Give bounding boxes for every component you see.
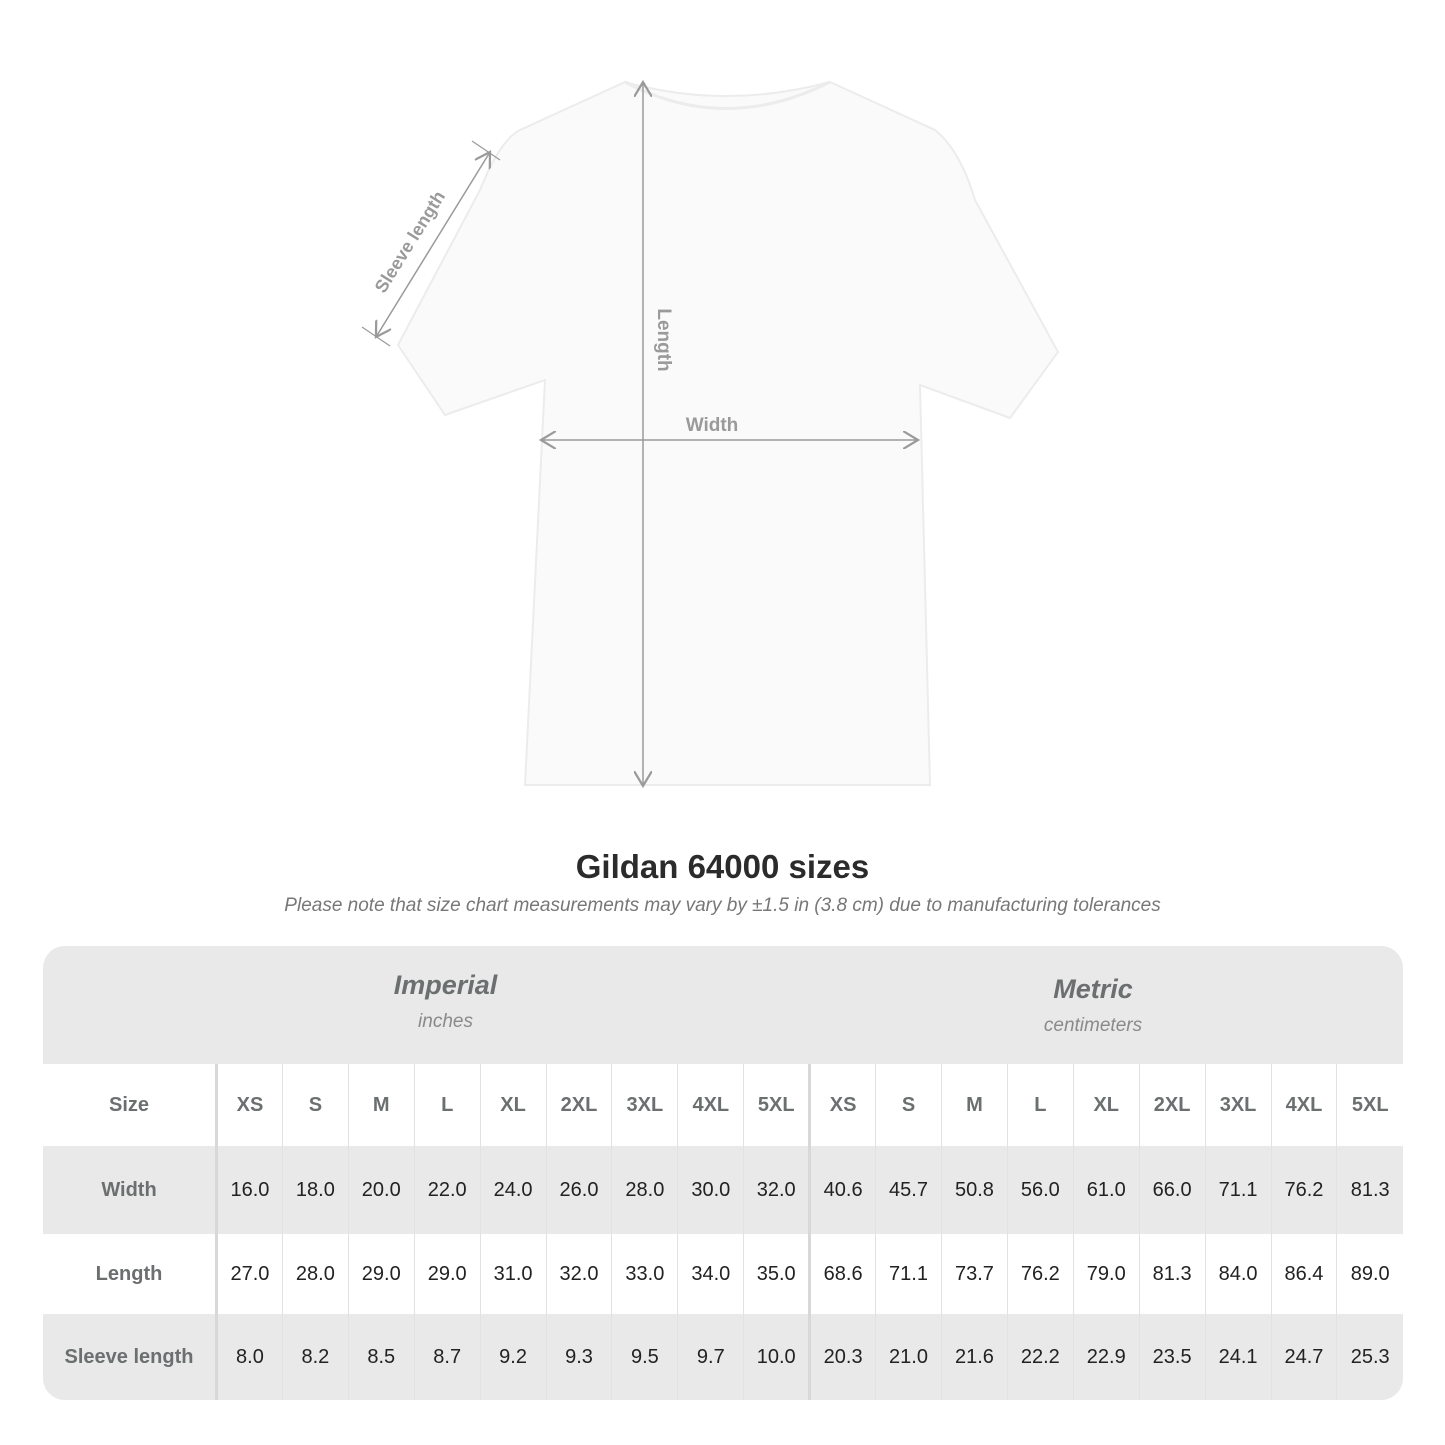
imperial-cell: 26.0 [545,1146,612,1234]
metric-cell: M [940,1064,1008,1146]
imperial-cell: XS [215,1064,283,1146]
sleeve-arrow [376,152,490,337]
metric-cell: XS [808,1064,876,1146]
metric-cell: 4XL [1270,1064,1337,1146]
metric-cell: 45.7 [875,1146,942,1234]
metric-cell: 22.2 [1006,1314,1074,1400]
row-label: Sleeve length [43,1314,217,1400]
imperial-title: Imperial [393,970,498,1000]
imperial-cell: 8.0 [215,1314,283,1400]
metric-cell: 71.1 [875,1234,942,1314]
length-label: Length [653,308,674,371]
metric-cell: 79.0 [1072,1234,1140,1314]
imperial-unit: inches [418,1011,473,1032]
imperial-cell: 9.2 [479,1314,547,1400]
metric-cell: XL [1072,1064,1140,1146]
tshirt-diagram: Width Length Sleeve length [361,0,1060,820]
imperial-cell: M [347,1064,415,1146]
table-row: Width 16.0 18.0 20.0 22.0 24.0 26.0 28.0 30.0 32.… [43,1146,1403,1234]
metric-cell: 56.0 [1006,1146,1074,1234]
metric-cell: 3XL [1204,1064,1271,1146]
imperial-cell: 8.7 [413,1314,481,1400]
metric-cell: 73.7 [940,1234,1008,1314]
imperial-cell: 8.2 [281,1314,349,1400]
row-label: Width [43,1146,217,1234]
metric-header: Metric centimeters [809,974,1377,1092]
metric-cell: 84.0 [1204,1234,1271,1314]
imperial-cell: XL [479,1064,547,1146]
metric-cell: 86.4 [1270,1234,1337,1314]
imperial-cell: 31.0 [479,1234,547,1314]
imperial-cell: 27.0 [215,1234,283,1314]
imperial-cell: 29.0 [413,1234,481,1314]
metric-cell: 2XL [1138,1064,1206,1146]
metric-cell: 25.3 [1336,1314,1403,1400]
imperial-cell: 28.0 [281,1234,349,1314]
size-header-row: Size XS S M L XL 2XL 3XL 4XL 5XL XS S M L XL 2XL 3XL 4XL 5… [43,1064,1403,1146]
imperial-cell: 9.3 [545,1314,612,1400]
row-label: Size [43,1064,217,1146]
metric-unit: centimeters [1043,1015,1143,1036]
imperial-cell: 18.0 [281,1146,349,1234]
table-row: Sleeve length 8.0 8.2 8.5 8.7 9.2 9.3 9.5 9.7 10.… [43,1314,1403,1400]
width-label: Width [686,415,739,436]
metric-cell: 68.6 [808,1234,876,1314]
imperial-cell: S [281,1064,349,1146]
imperial-cell: 9.7 [677,1314,744,1400]
metric-cell: 21.6 [940,1314,1008,1400]
metric-cell: 50.8 [940,1146,1008,1234]
imperial-cell: 9.5 [611,1314,678,1400]
imperial-cell: 34.0 [677,1234,744,1314]
metric-cell: 81.3 [1336,1146,1403,1234]
metric-cell: 21.0 [875,1314,942,1400]
metric-cell: 22.9 [1072,1314,1140,1400]
imperial-cell: 22.0 [413,1146,481,1234]
imperial-cell: 28.0 [611,1146,678,1234]
metric-cell: 81.3 [1138,1234,1206,1314]
metric-cell: 66.0 [1138,1146,1206,1234]
metric-title: Metric [1053,974,1133,1004]
metric-cell: 24.1 [1204,1314,1271,1400]
imperial-cell: L [413,1064,481,1146]
size-table: Size XS S M L XL 2XL 3XL 4XL 5XL XS S M L XL 2XL 3XL 4XL 5… [43,1064,1403,1400]
imperial-cell: 2XL [545,1064,612,1146]
imperial-cell: 20.0 [347,1146,415,1234]
metric-cell: 76.2 [1270,1146,1337,1234]
imperial-cell: 10.0 [743,1314,810,1400]
metric-cell: 40.6 [808,1146,876,1234]
imperial-cell: 8.5 [347,1314,415,1400]
imperial-cell: 4XL [677,1064,744,1146]
metric-cell: S [875,1064,942,1146]
imperial-cell: 5XL [743,1064,810,1146]
metric-cell: 89.0 [1336,1234,1403,1314]
metric-cell: 23.5 [1138,1314,1206,1400]
imperial-cell: 16.0 [215,1146,283,1234]
metric-cell: 5XL [1336,1064,1403,1146]
metric-cell: 76.2 [1006,1234,1074,1314]
imperial-cell: 29.0 [347,1234,415,1314]
imperial-cell: 35.0 [743,1234,810,1314]
metric-cell: 61.0 [1072,1146,1140,1234]
metric-cell: 20.3 [808,1314,876,1400]
tolerance-note: Please note that size chart measurements… [284,895,1161,916]
imperial-cell: 24.0 [479,1146,547,1234]
metric-cell: 24.7 [1270,1314,1337,1400]
imperial-cell: 33.0 [611,1234,678,1314]
row-label: Length [43,1234,217,1314]
imperial-cell: 3XL [611,1064,678,1146]
metric-cell: L [1006,1064,1074,1146]
imperial-cell: 32.0 [545,1234,612,1314]
size-chart-table: Imperial inches Metric centimeters Size X… [43,946,1403,1400]
imperial-header: Imperial inches [215,970,676,1088]
table-row: Length 27.0 28.0 29.0 29.0 31.0 32.0 33.0 34.0 35… [43,1234,1403,1314]
imperial-cell: 30.0 [677,1146,744,1234]
page-title: Gildan 64000 sizes [575,848,870,885]
imperial-cell: 32.0 [743,1146,810,1234]
metric-cell: 71.1 [1204,1146,1271,1234]
